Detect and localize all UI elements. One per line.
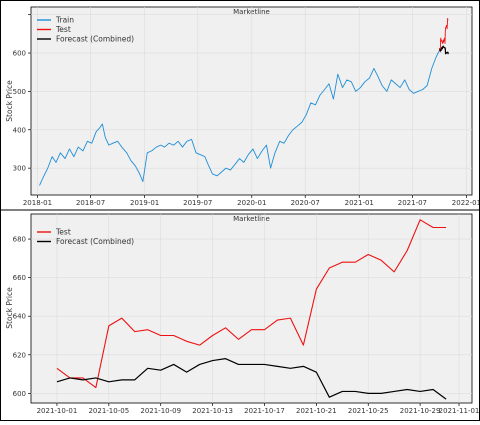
x-tick-label: 2018-01 — [23, 199, 52, 207]
x-tick-label: 2018-07 — [76, 199, 105, 207]
series-forecast-combined-line — [56, 358, 447, 400]
x-tick-label: 2021-10-29 — [400, 407, 441, 415]
y-tick-label: 300 — [13, 165, 26, 173]
y-tick-label: 620 — [13, 351, 26, 359]
x-tick-label: 2021-11-01 — [439, 407, 480, 415]
x-tick-label: 2019-01 — [130, 199, 159, 207]
x-tick-label: 2021-07 — [398, 199, 427, 207]
y-tick-label: 640 — [13, 313, 26, 321]
y-axis-label: Stock Price — [5, 80, 14, 122]
x-tick-label: 2021-10-01 — [37, 407, 78, 415]
y-tick-label: 600 — [13, 50, 26, 58]
x-tick-label: 2021-10-05 — [88, 407, 129, 415]
chart-panel-bottom: Marketline Stock Price 2021-10-01 2021-10… — [5, 213, 480, 415]
x-tick-label: 2022-01 — [452, 199, 480, 207]
x-tick-label: 2021-10-09 — [140, 407, 181, 415]
x-tick-label: 2020-07 — [291, 199, 320, 207]
chart-title: Marketline — [233, 215, 270, 223]
x-tick-label: 2019-07 — [183, 199, 212, 207]
plot-area — [30, 213, 473, 404]
chart-panel-top: Marketline Stock Price 2018-012018-07201… — [0, 0, 480, 210]
series-train-line — [39, 50, 440, 186]
x-tick-label: 2021-10-17 — [244, 407, 285, 415]
series-forecast-combined-line — [438, 45, 449, 55]
y-tick-label: 660 — [13, 274, 26, 282]
y-axis-label: Stock Price — [5, 287, 14, 329]
series-test-line — [438, 18, 449, 53]
series-test-line — [56, 219, 447, 389]
x-tick-label: 2021-10-21 — [296, 407, 337, 415]
x-tick-label: 2021-10-13 — [192, 407, 233, 415]
legend-label: Test — [55, 25, 71, 34]
y-tick-label: 500 — [13, 88, 26, 96]
legend-label: Train — [55, 16, 74, 25]
legend-label: Test — [55, 228, 71, 237]
legend-label: Forecast (Combined) — [56, 35, 134, 44]
x-tick-label: 2020-01 — [237, 199, 266, 207]
y-tick-label: 600 — [13, 390, 26, 398]
legend-label: Forecast (Combined) — [56, 237, 134, 246]
y-tick-label: 400 — [13, 126, 26, 134]
x-tick-label: 2021-01 — [345, 199, 374, 207]
y-tick-label: 680 — [13, 236, 26, 244]
x-tick-label: 2021-10-25 — [348, 407, 389, 415]
